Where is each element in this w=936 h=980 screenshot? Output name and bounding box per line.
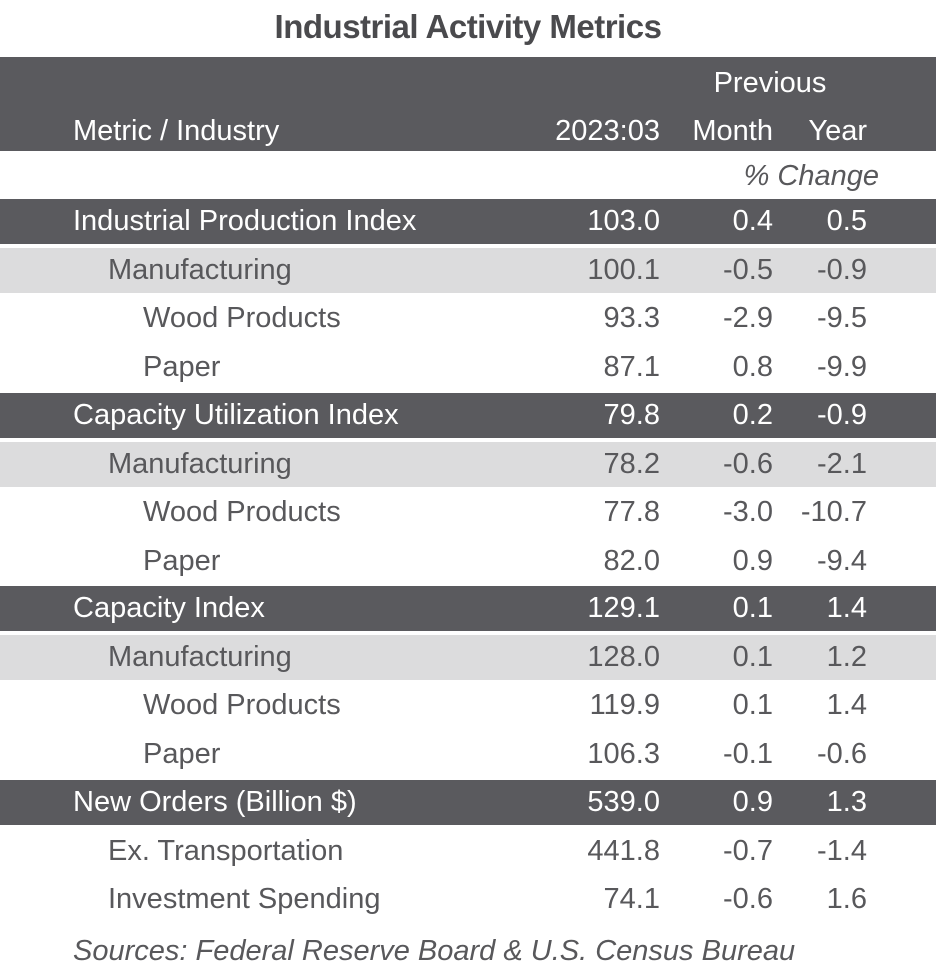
row-value: 539.0	[587, 786, 660, 818]
table-row: Investment Spending 74.1 -0.6 1.6	[0, 877, 936, 922]
row-value: 103.0	[587, 205, 660, 237]
header-metric: Metric / Industry	[73, 115, 280, 147]
row-label: Manufacturing	[108, 447, 292, 480]
row-value: 79.8	[603, 399, 660, 431]
table-row: Manufacturing 78.2 -0.6 -2.1	[0, 441, 936, 487]
row-label: Capacity Index	[73, 592, 265, 624]
row-value: 87.1	[603, 350, 660, 383]
row-year-change: 1.3	[826, 786, 867, 818]
row-year-change: -0.6	[817, 737, 867, 770]
row-year-change: 1.4	[826, 592, 867, 624]
table-row: New Orders (Billion $) 539.0 0.9 1.3	[0, 780, 936, 825]
row-year-change: -9.9	[817, 350, 867, 383]
row-year-change: 1.6	[826, 883, 867, 915]
row-value: 129.1	[587, 592, 660, 624]
table-row: Paper 87.1 0.8 -9.9	[0, 345, 936, 390]
table-row: Capacity Utilization Index 79.8 0.2 -0.9	[0, 393, 936, 438]
row-label: Paper	[143, 350, 221, 383]
row-label: Industrial Production Index	[73, 205, 417, 237]
row-month-change: -2.9	[723, 302, 773, 334]
row-label: Ex. Transportation	[108, 834, 344, 867]
row-month-change: 0.9	[732, 786, 773, 818]
row-year-change: -0.9	[817, 253, 867, 286]
row-month-change: 0.9	[732, 544, 773, 577]
row-label: Wood Products	[143, 302, 341, 334]
table-row: Manufacturing 100.1 -0.5 -0.9	[0, 247, 936, 293]
row-label: New Orders (Billion $)	[73, 786, 357, 818]
row-label: Manufacturing	[108, 640, 292, 673]
row-label: Capacity Utilization Index	[73, 399, 399, 431]
row-year-change: 1.4	[826, 689, 867, 721]
row-month-change: 0.1	[732, 689, 773, 721]
row-value: 78.2	[603, 447, 660, 480]
row-value: 106.3	[587, 737, 660, 770]
row-value: 82.0	[603, 544, 660, 577]
row-month-change: 0.1	[732, 592, 773, 624]
row-label: Manufacturing	[108, 253, 292, 286]
table-row: Wood Products 119.9 0.1 1.4	[0, 683, 936, 728]
header-year: Year	[808, 115, 867, 147]
row-value: 128.0	[587, 640, 660, 673]
row-label: Wood Products	[143, 689, 341, 721]
row-year-change: -2.1	[817, 447, 867, 480]
row-month-change: 0.2	[732, 399, 773, 431]
row-value: 100.1	[587, 253, 660, 286]
row-value: 119.9	[589, 689, 660, 721]
row-label: Paper	[143, 737, 221, 770]
table-row: Ex. Transportation 441.8 -0.7 -1.4	[0, 829, 936, 874]
row-year-change: -9.4	[817, 544, 867, 577]
row-year-change: -1.4	[817, 834, 867, 867]
header-month: Month	[692, 115, 773, 147]
row-month-change: -0.6	[723, 883, 773, 915]
row-year-change: -10.7	[800, 496, 867, 528]
row-month-change: -0.7	[723, 834, 773, 867]
header-previous: Previous	[713, 67, 827, 99]
row-year-change: -9.5	[817, 302, 867, 334]
row-label: Investment Spending	[108, 883, 381, 915]
table-row: Paper 106.3 -0.1 -0.6	[0, 732, 936, 777]
row-month-change: -0.1	[723, 737, 773, 770]
table-header: Previous Metric / Industry 2023:03 Month…	[0, 57, 936, 151]
table-row: Wood Products 77.8 -3.0 -10.7	[0, 490, 936, 535]
row-year-change: 0.5	[826, 205, 867, 237]
row-value: 441.8	[587, 834, 660, 867]
row-label: Wood Products	[143, 496, 341, 528]
table-row: Wood Products 93.3 -2.9 -9.5	[0, 296, 936, 341]
row-month-change: -3.0	[723, 496, 773, 528]
row-month-change: -0.6	[723, 447, 773, 480]
row-value: 93.3	[603, 302, 660, 334]
row-value: 74.1	[603, 883, 660, 915]
row-month-change: -0.5	[723, 253, 773, 286]
table-row: Industrial Production Index 103.0 0.4 0.5	[0, 199, 936, 244]
row-year-change: 1.2	[826, 640, 867, 673]
row-month-change: 0.8	[732, 350, 773, 383]
table-title: Industrial Activity Metrics	[274, 8, 662, 45]
row-year-change: -0.9	[817, 399, 867, 431]
row-month-change: 0.4	[732, 205, 773, 237]
row-value: 77.8	[603, 496, 660, 528]
table-row: Paper 82.0 0.9 -9.4	[0, 539, 936, 584]
pct-change-row: % Change	[0, 152, 936, 198]
sources-note: Sources: Federal Reserve Board & U.S. Ce…	[73, 935, 796, 967]
table-row: Manufacturing 128.0 0.1 1.2	[0, 634, 936, 680]
header-period: 2023:03	[555, 115, 660, 147]
row-label: Paper	[143, 544, 221, 577]
pct-change-label: % Change	[743, 160, 879, 192]
row-month-change: 0.1	[732, 640, 773, 673]
table-row: Capacity Index 129.1 0.1 1.4	[0, 586, 936, 631]
